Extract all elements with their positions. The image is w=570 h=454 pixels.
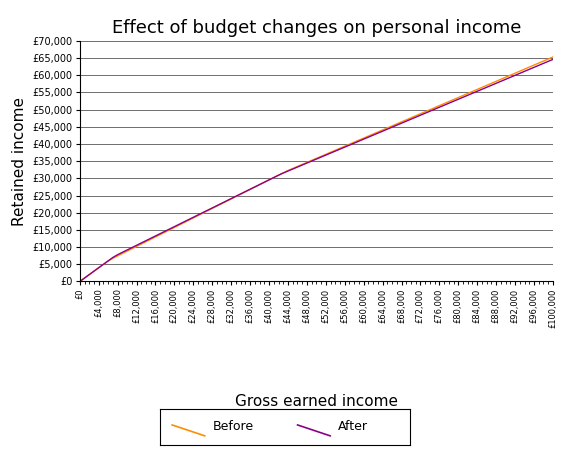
After xyxy=(360,136,367,142)
Before xyxy=(549,54,556,60)
After xyxy=(549,57,556,62)
Text: Gross earned income: Gross earned income xyxy=(235,394,398,410)
After xyxy=(109,255,116,260)
Before xyxy=(294,164,301,169)
After xyxy=(431,107,438,112)
Before xyxy=(76,279,83,284)
Text: After: After xyxy=(337,420,368,433)
After xyxy=(195,212,202,217)
Title: Effect of budget changes on personal income: Effect of budget changes on personal inc… xyxy=(112,19,521,36)
Y-axis label: Retained income: Retained income xyxy=(12,97,27,226)
Before xyxy=(431,105,438,110)
After xyxy=(294,164,301,170)
After xyxy=(76,279,83,284)
Before xyxy=(109,256,116,261)
Before xyxy=(360,135,367,141)
Line: After: After xyxy=(80,59,553,281)
Text: Before: Before xyxy=(212,420,254,433)
Line: Before: Before xyxy=(80,57,553,281)
After xyxy=(408,117,414,122)
Before xyxy=(195,213,202,218)
Before xyxy=(408,115,414,121)
